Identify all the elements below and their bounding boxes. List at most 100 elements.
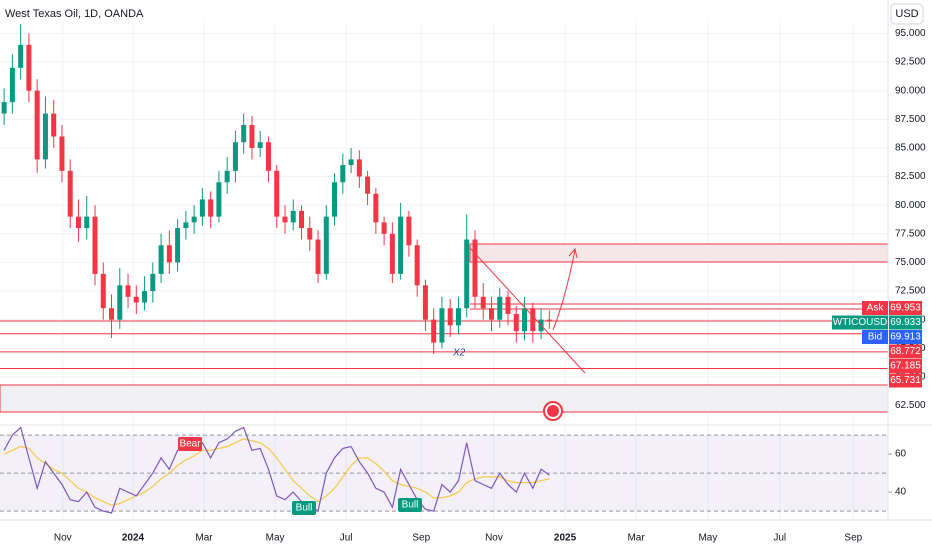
- x-tick-label: 2024: [122, 533, 145, 544]
- candle-body: [183, 222, 189, 229]
- candle-body: [1, 102, 7, 114]
- price-tag: [889, 315, 922, 330]
- candle-body: [497, 296, 503, 320]
- resistance-zone: [469, 243, 889, 263]
- candle-body: [142, 291, 148, 303]
- candle-body: [389, 233, 395, 274]
- candle-body: [34, 90, 40, 160]
- candle-body: [439, 308, 445, 343]
- candles: [1, 24, 552, 355]
- price-tag-name: [862, 330, 888, 344]
- candle-body: [166, 245, 172, 263]
- candle-body: [455, 308, 461, 326]
- candle-body: [208, 199, 214, 217]
- candle-body: [51, 113, 57, 137]
- candle-body: [381, 222, 387, 234]
- price-tag-name: [862, 301, 888, 315]
- price-tag-value: 69.913: [890, 332, 921, 343]
- y-tick-label: 82.500: [895, 171, 926, 182]
- candle-body: [158, 245, 164, 274]
- x-tick-label: Nov: [485, 533, 503, 544]
- price-tag-name-label: Bid: [868, 332, 882, 343]
- candle-body: [307, 228, 313, 240]
- y-tick-label: 75.000: [895, 257, 926, 268]
- candle-body: [522, 308, 528, 332]
- x-tick-label: Sep: [412, 533, 430, 544]
- wave-label: X2: [452, 348, 466, 359]
- signal-tag: [292, 501, 316, 515]
- candle-body: [117, 285, 123, 320]
- candle-body: [447, 308, 453, 326]
- rsi-line: [3, 426, 550, 514]
- candle-body: [216, 182, 222, 217]
- price-tag-value: 69.953: [890, 303, 921, 314]
- candle-body: [373, 193, 379, 223]
- candle-body: [75, 216, 81, 229]
- x-tick-label: Nov: [54, 533, 72, 544]
- x-tick-label: Mar: [195, 533, 213, 544]
- price-tag: [889, 301, 922, 315]
- y-tick-label: 85.000: [895, 143, 926, 154]
- candle-body: [290, 210, 296, 223]
- rsi-panel: 60 40 Bear Bull Bull: [0, 426, 907, 515]
- candle-body: [175, 228, 181, 263]
- x-tick-label: Sep: [844, 533, 862, 544]
- currency-button[interactable]: [890, 3, 924, 25]
- price-tag-name-label: WTICOUSD: [833, 317, 887, 328]
- signal-label: Bull: [296, 503, 313, 514]
- x-tick-label: May: [698, 533, 717, 544]
- y-tick-label: 87.500: [895, 114, 926, 125]
- candle-body: [530, 308, 536, 332]
- price-tag-name-label: Ask: [867, 303, 885, 314]
- candle-body: [109, 308, 115, 320]
- candle-body: [42, 113, 48, 160]
- y-tick-label: 60: [895, 449, 907, 460]
- price-tag: [889, 330, 922, 344]
- y-tick-label: 80.000: [895, 200, 926, 211]
- rsi-ma-line: [3, 438, 550, 507]
- candle-body: [488, 308, 494, 320]
- x-tick-label: 2025: [554, 533, 577, 544]
- signal-tag: [178, 437, 202, 451]
- candle-body: [84, 216, 90, 229]
- candle-body: [480, 296, 486, 309]
- candle-body: [323, 216, 329, 274]
- price-tag-value: 67.185: [890, 361, 921, 372]
- candle-body: [191, 216, 197, 223]
- candle-body: [299, 210, 305, 229]
- x-tick-label: Jul: [773, 533, 786, 544]
- price-tag-value: 69.933: [890, 317, 921, 328]
- candle-body: [199, 199, 205, 217]
- candle-body: [315, 239, 321, 274]
- y-tick-label: 62.500: [895, 400, 926, 411]
- y-tick-label: 95.000: [895, 28, 926, 39]
- x-tick-label: Mar: [627, 533, 645, 544]
- x-tick-label: Jul: [340, 533, 353, 544]
- candle-body: [274, 170, 280, 217]
- chart-title: West Texas Oil, 1D, OANDA: [5, 8, 144, 20]
- currency-label: USD: [895, 8, 918, 20]
- candle-body: [59, 136, 65, 171]
- candle-body: [365, 176, 371, 194]
- candle-body: [431, 319, 437, 343]
- x-tick-label: May: [266, 533, 285, 544]
- candle-body: [9, 67, 15, 103]
- candle-body: [340, 165, 346, 183]
- candle-body: [67, 170, 73, 217]
- signal-label: Bull: [402, 500, 419, 511]
- candle-body: [125, 285, 131, 297]
- support-zone: [0, 384, 889, 413]
- candle-body: [406, 216, 412, 246]
- candle-body: [464, 239, 470, 309]
- price-tag: [889, 359, 922, 373]
- candle-body: [249, 125, 255, 148]
- candle-body: [92, 216, 98, 274]
- candle-body: [546, 319, 552, 321]
- candle-body: [332, 182, 338, 217]
- candle-body: [398, 216, 404, 274]
- candle-body: [356, 159, 362, 177]
- candle-body: [26, 44, 32, 91]
- candle-body: [100, 273, 106, 309]
